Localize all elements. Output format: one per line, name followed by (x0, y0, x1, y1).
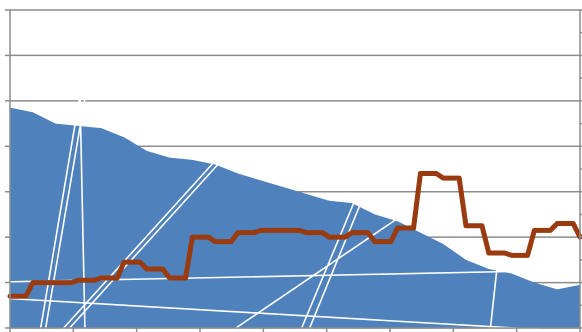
overlay-line (65, 149, 232, 332)
overlay-line (79, 94, 86, 332)
overlay-line (39, 94, 81, 332)
line-series-layer (7, 171, 582, 299)
overlay-line (0, 297, 582, 332)
overlay-line (307, 199, 363, 332)
overlay-line (489, 267, 498, 332)
line-series (7, 171, 582, 299)
overlay-line (299, 199, 356, 332)
overlay-line (59, 149, 226, 332)
overlay-line (44, 97, 86, 332)
overlay-line (229, 209, 411, 332)
axis-layer (5, 9, 582, 332)
